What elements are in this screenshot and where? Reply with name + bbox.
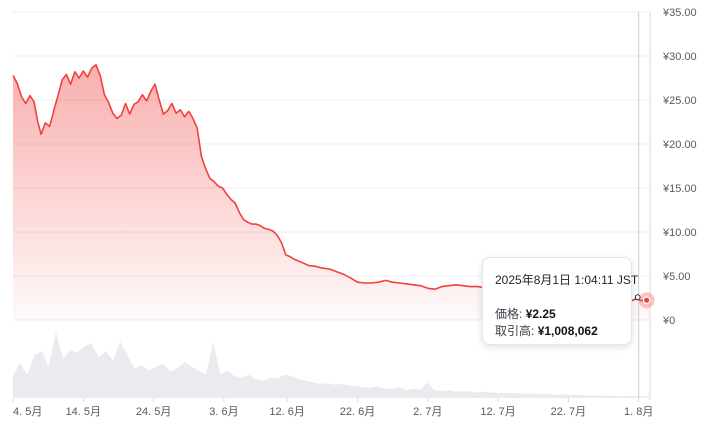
y-tick-label: ¥5.00 <box>662 271 691 283</box>
y-tick-label: ¥30.00 <box>662 51 697 63</box>
volume-area <box>13 331 650 398</box>
tooltip: 2025年8月1日 1:04:11 JST 価格: ¥2.25 取引高: ¥1,… <box>482 257 639 345</box>
y-tick-label: ¥0 <box>662 315 675 327</box>
x-tick-label: 22. 7月 <box>551 406 586 418</box>
x-tick-label: 3. 6月 <box>209 406 238 418</box>
tooltip-price-label: 価格: <box>495 307 523 321</box>
tooltip-time: 2025年8月1日 1:04:11 JST <box>495 273 639 287</box>
tooltip-price-value: ¥2.25 <box>525 307 556 321</box>
volume-area-path <box>13 331 650 398</box>
x-axis: 4. 5月 14. 5月 24. 5月 3. 6月 12. 6月 22. 6月 2. 7月 1… <box>12 398 653 418</box>
x-tick-label: 12. 7月 <box>480 406 515 418</box>
x-tick-label: 14. 5月 <box>66 406 101 418</box>
hover-marker <box>634 12 655 398</box>
y-tick-label: ¥15.00 <box>662 183 697 195</box>
y-tick-label: ¥25.00 <box>662 95 697 107</box>
tooltip-volume-value: ¥1,008,062 <box>537 324 598 338</box>
x-tick-label: 12. 6月 <box>269 406 304 418</box>
tooltip-price-row: 価格: ¥2.25 <box>495 306 631 323</box>
hover-marker-dot <box>634 294 641 301</box>
y-tick-label: ¥20.00 <box>662 139 697 151</box>
x-tick-label: 4. 5月 <box>13 406 42 418</box>
x-tick-label: 22. 6月 <box>340 406 375 418</box>
y-tick-label: ¥10.00 <box>662 227 697 239</box>
x-tick-label: 2. 7月 <box>413 406 442 418</box>
y-tick-label: ¥35.00 <box>662 7 697 19</box>
tooltip-volume-row: 取引高: ¥1,008,062 <box>495 323 631 340</box>
hover-point[interactable] <box>642 296 651 305</box>
x-tick-label: 24. 5月 <box>136 406 171 418</box>
x-tick-label: 1. 8月 <box>624 406 653 418</box>
tooltip-volume-label: 取引高: <box>495 324 535 338</box>
price-area-fill <box>13 64 650 320</box>
y-axis: ¥35.00 ¥30.00 ¥25.00 ¥20.00 ¥15.00 ¥10.00 ¥5.0… <box>662 7 697 327</box>
